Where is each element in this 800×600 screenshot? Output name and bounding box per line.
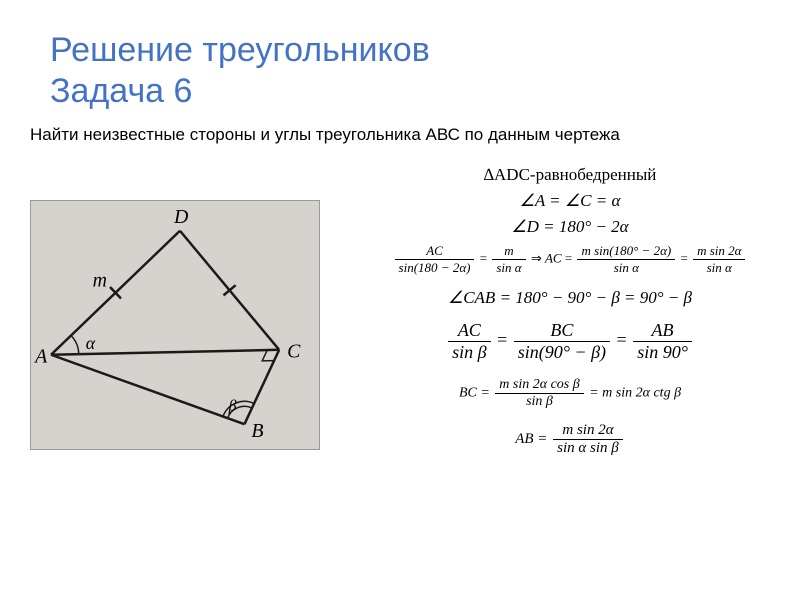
title-line-1: Решение треугольников: [50, 30, 430, 71]
svg-text:β: β: [228, 397, 237, 414]
eq-angles-equal: ∠A = ∠C = α: [360, 191, 780, 211]
task-text: Найти неизвестные стороны и углы треугол…: [30, 125, 620, 145]
eq-law-of-sines-abc: ACsin β = BCsin(90° − β) = ABsin 90°: [360, 320, 780, 363]
eq-law-of-sines-adc: ACsin(180 − 2α) = msin α ⇒ AC = m sin(18…: [360, 243, 780, 276]
svg-text:B: B: [251, 420, 263, 442]
eq-angle-d: ∠D = 180° − 2α: [360, 217, 780, 237]
figure-svg: A D C Bm α β: [31, 201, 319, 449]
eq-bc: BC = m sin 2α cos βsin β = m sin 2α ctg …: [360, 369, 780, 410]
svg-text:α: α: [86, 333, 96, 353]
eq-ab: AB = m sin 2αsin α sin β: [360, 416, 780, 457]
svg-text:D: D: [173, 206, 189, 228]
slide-title: Решение треугольников Задача 6: [50, 30, 430, 112]
svg-text:C: C: [287, 341, 301, 363]
svg-text:A: A: [33, 346, 48, 368]
svg-text:m: m: [93, 269, 107, 291]
title-line-2: Задача 6: [50, 71, 430, 112]
statement: ∆ADC-равнобедренный: [360, 165, 780, 185]
geometry-figure: A D C Bm α β: [30, 200, 320, 450]
solution-block: ∆ADC-равнобедренный ∠A = ∠C = α ∠D = 180…: [360, 165, 780, 463]
eq-angle-cab: ∠CAB = 180° − 90° − β = 90° − β: [360, 282, 780, 314]
